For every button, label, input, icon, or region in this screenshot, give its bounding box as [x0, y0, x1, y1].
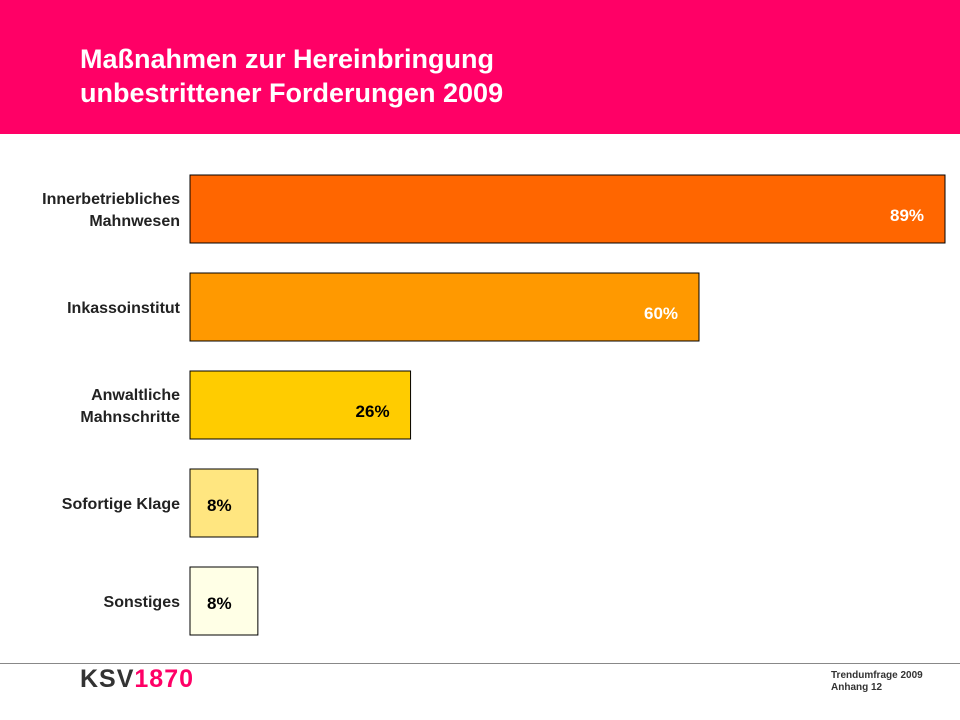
bar-4: [189, 468, 259, 538]
footer-survey: Trendumfrage 2009: [831, 670, 923, 681]
value-label-4: 8%: [207, 496, 232, 515]
category-label-1: Innerbetriebliches Mahnwesen: [42, 191, 180, 230]
category-label-3: Anwaltliche Mahnschritte: [80, 387, 180, 426]
bar-5: [189, 566, 259, 636]
bar-chart: 89% Innerbetriebliches Mahnwesen 60% Inkasso…: [42, 174, 946, 636]
value-label-1: 89%: [890, 206, 924, 225]
bar-1: [189, 174, 946, 244]
category-label-5: Sonstiges: [104, 594, 181, 611]
bar-3: [189, 370, 412, 440]
bar-2: [189, 272, 700, 342]
header-banner: Maßnahmen zur Hereinbringung unbestritte…: [0, 0, 960, 134]
value-label-2: 60%: [644, 304, 678, 323]
category-label-2: Inkassoinstitut: [67, 300, 181, 317]
category-label-4: Sofortige Klage: [62, 496, 180, 513]
footer-divider: [0, 663, 960, 664]
logo-text: KSV: [80, 665, 135, 693]
value-label-5: 8%: [207, 594, 232, 613]
page-title: Maßnahmen zur Hereinbringung unbestritte…: [80, 42, 503, 110]
title-line-1: Maßnahmen zur Hereinbringung: [80, 44, 495, 74]
logo-number: 1870: [134, 665, 195, 693]
value-label-3: 26%: [356, 402, 390, 421]
footer-appendix: Anhang 12: [831, 682, 883, 693]
ksv-logo: KSV1870: [80, 665, 194, 694]
title-line-2: unbestrittener Forderungen 2009: [80, 78, 504, 108]
footer-meta: Trendumfrage 2009 Anhang 12: [831, 670, 923, 694]
